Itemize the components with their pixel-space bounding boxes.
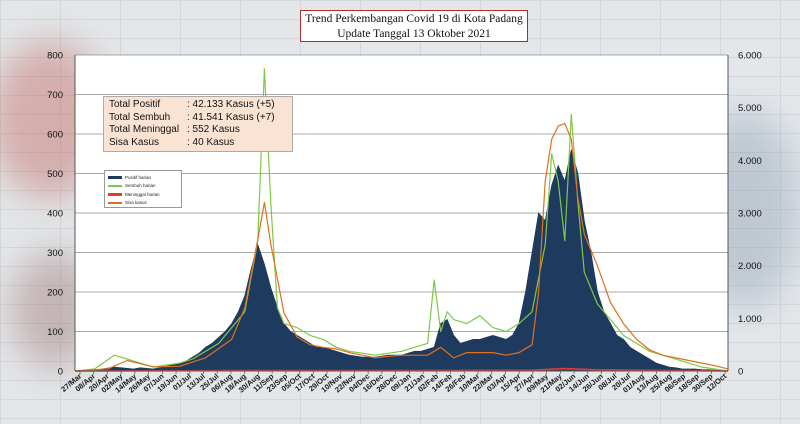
y-tick-label-left: 500: [47, 169, 63, 180]
legend-label: Sembuh harian: [125, 183, 156, 189]
y-tick-label-left: 200: [47, 288, 63, 299]
summary-value: : 552 Kasus: [187, 124, 240, 135]
legend-item-meninggal: Meninggal harian: [108, 190, 178, 199]
chart-title: Trend Perkembangan Covid 19 di Kota Pada…: [305, 13, 523, 25]
y-tick-label-right: 1.000: [738, 314, 762, 325]
summary-value: : 40 Kasus: [187, 136, 235, 148]
y-tick-label-right: 3.000: [738, 209, 762, 220]
summary-row-sembuh: Total Sembuh : 41.541 Kasus (+7): [109, 112, 287, 125]
summary-row-positif: Total Positif : 42.133 Kasus (+5): [109, 99, 287, 112]
series-line-sisa: [74, 122, 729, 372]
summary-value: : 41.541 Kasus (+7): [187, 111, 275, 123]
series-area-positif: [74, 149, 729, 372]
y-tick-label-left: 700: [47, 90, 63, 101]
y-tick-label-left: 800: [47, 51, 63, 62]
series-line-sembuh: [74, 68, 729, 372]
summary-row-sisa: Sisa Kasus : 40 Kasus: [109, 137, 287, 150]
y-tick-label-left: 600: [47, 130, 63, 141]
y-tick-label-right: 5.000: [738, 103, 762, 114]
y-tick-label-right: 0: [738, 367, 743, 378]
legend-swatch: [108, 202, 122, 204]
chart-legend: Positif harian Sembuh harian Meninggal h…: [104, 170, 182, 208]
summary-label: Total Meninggal: [109, 124, 180, 135]
legend-label: Positif harian: [125, 174, 152, 180]
chart-title-box: Trend Perkembangan Covid 19 di Kota Pada…: [300, 10, 528, 42]
y-tick-label-left: 400: [47, 209, 63, 220]
y-tick-label-left: 0: [58, 367, 63, 378]
summary-label: Total Sembuh: [109, 111, 171, 123]
legend-swatch: [108, 185, 122, 187]
y-tick-label-right: 2.000: [738, 261, 762, 272]
y-tick-label-left: 100: [47, 327, 63, 338]
y-tick-label-right: 6.000: [738, 51, 762, 62]
summary-value: : 42.133 Kasus (+5): [187, 99, 275, 110]
summary-row-meninggal: Total Meninggal : 552 Kasus: [109, 124, 287, 137]
summary-box: Total Positif : 42.133 Kasus (+5) Total …: [103, 96, 293, 152]
legend-item-sisa: Sisa kasus: [108, 199, 178, 208]
y-tick-label-left: 300: [47, 248, 63, 259]
summary-label: Total Positif: [109, 99, 161, 110]
legend-swatch: [108, 192, 122, 196]
legend-swatch: [108, 175, 122, 179]
legend-item-sembuh: Sembuh harian: [108, 182, 178, 191]
summary-label: Sisa Kasus: [109, 136, 160, 148]
legend-item-positif: Positif harian: [108, 173, 178, 182]
y-tick-label-right: 4.000: [738, 156, 762, 167]
legend-label: Sisa kasus: [125, 200, 147, 206]
chart-subtitle: Update Tanggal 13 Oktober 2021: [337, 28, 491, 40]
legend-label: Meninggal harian: [125, 191, 160, 197]
